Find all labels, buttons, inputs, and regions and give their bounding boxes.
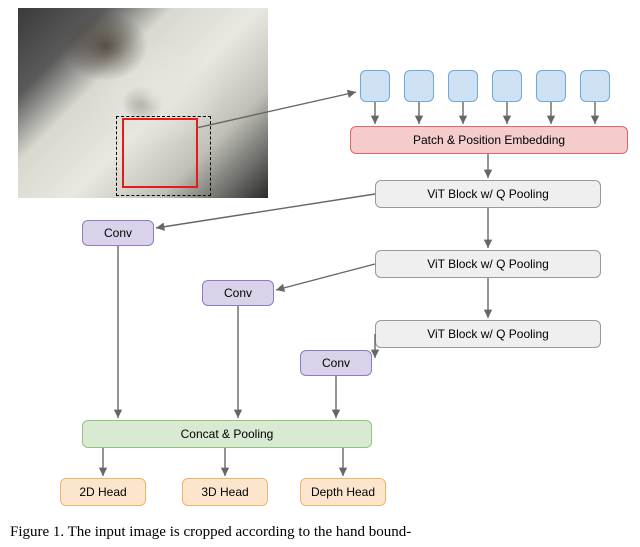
conv-1: Conv: [82, 220, 154, 246]
patch-token: [492, 70, 522, 102]
head-depth: Depth Head: [300, 478, 386, 506]
vit-block-2: ViT Block w/ Q Pooling: [375, 250, 601, 278]
vit-block-3: ViT Block w/ Q Pooling: [375, 320, 601, 348]
label: ViT Block w/ Q Pooling: [427, 327, 549, 341]
patch-token: [404, 70, 434, 102]
vit2-to-conv2: [276, 264, 375, 290]
patch-token: [580, 70, 610, 102]
vit-block-1: ViT Block w/ Q Pooling: [375, 180, 601, 208]
bbox-solid: [122, 118, 198, 188]
head-3d: 3D Head: [182, 478, 268, 506]
label: Conv: [104, 226, 132, 240]
concat-pooling: Concat & Pooling: [82, 420, 372, 448]
label: Depth Head: [311, 485, 375, 499]
input-image: [18, 8, 268, 198]
label: 3D Head: [201, 485, 248, 499]
label: Concat & Pooling: [181, 427, 274, 441]
label: Conv: [224, 286, 252, 300]
label: ViT Block w/ Q Pooling: [427, 187, 549, 201]
head-2d: 2D Head: [60, 478, 146, 506]
conv-2: Conv: [202, 280, 274, 306]
label: Patch & Position Embedding: [413, 133, 565, 147]
label: 2D Head: [79, 485, 126, 499]
label: ViT Block w/ Q Pooling: [427, 257, 549, 271]
label: Conv: [322, 356, 350, 370]
patch-position-embedding: Patch & Position Embedding: [350, 126, 628, 154]
patch-token: [536, 70, 566, 102]
vit1-to-conv1: [156, 194, 375, 228]
patch-token: [448, 70, 478, 102]
figure-caption: Figure 1. The input image is cropped acc…: [10, 524, 411, 541]
patch-token: [360, 70, 390, 102]
conv-3: Conv: [300, 350, 372, 376]
architecture-diagram: Patch & Position Embedding ViT Block w/ …: [0, 0, 640, 547]
